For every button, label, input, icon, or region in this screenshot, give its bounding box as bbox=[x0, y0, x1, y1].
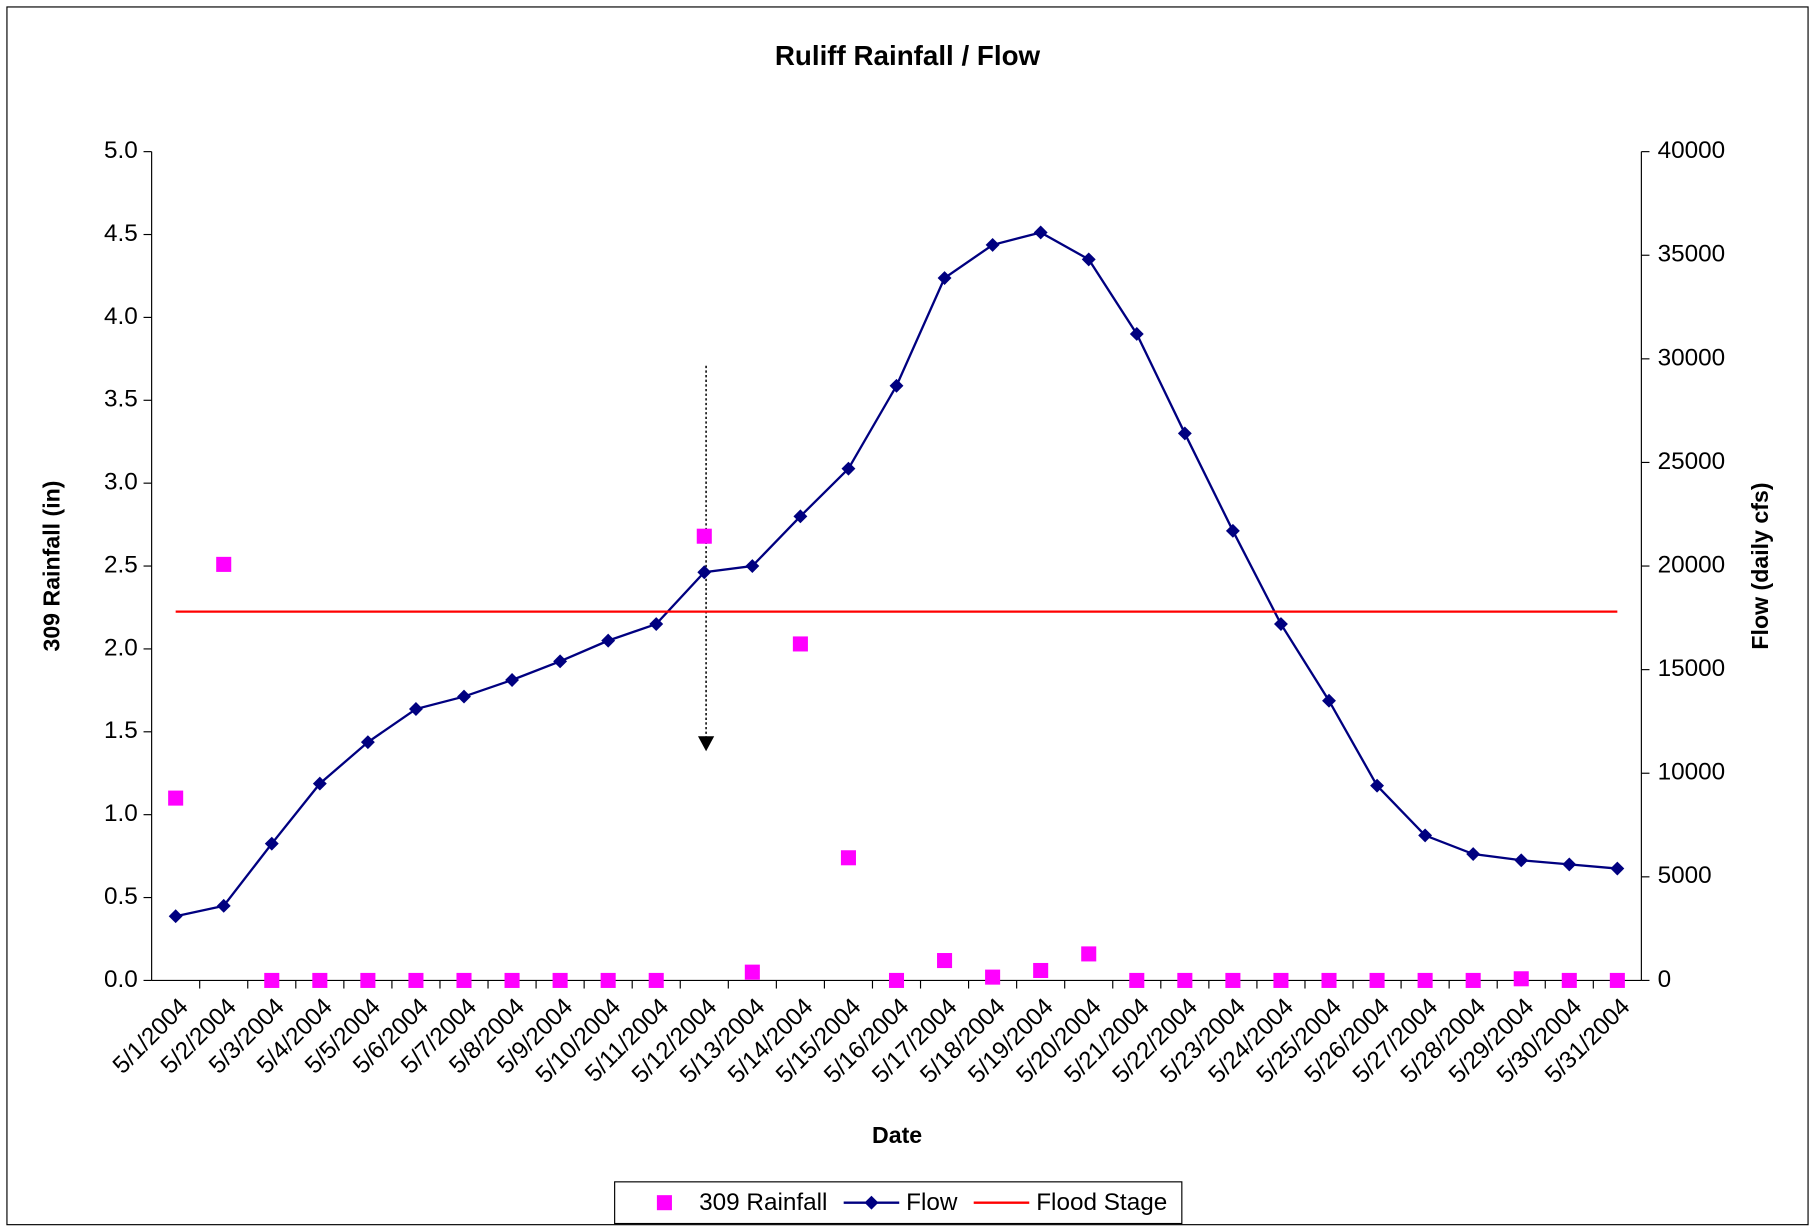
y-tick-label: 5.0 bbox=[104, 137, 138, 164]
data-point bbox=[1274, 617, 1288, 632]
y-tick-label: 3.5 bbox=[104, 386, 138, 413]
data-point bbox=[1369, 972, 1385, 988]
y2-axis-title: Flow (daily cfs) bbox=[1747, 482, 1773, 649]
y2-tick-label: 30000 bbox=[1658, 344, 1726, 371]
data-point bbox=[408, 972, 424, 988]
y-tick-label: 3.0 bbox=[104, 469, 138, 496]
data-point bbox=[312, 776, 327, 791]
data-point bbox=[648, 972, 664, 988]
y-tick-label: 1.5 bbox=[104, 717, 138, 744]
y-tick-label: 1.0 bbox=[104, 800, 138, 827]
data-point bbox=[792, 636, 808, 652]
data-point bbox=[264, 836, 279, 851]
data-point bbox=[1321, 972, 1337, 988]
y-tick-label: 4.5 bbox=[104, 220, 138, 247]
data-point bbox=[601, 633, 616, 648]
data-point bbox=[1609, 972, 1625, 988]
legend-label: Flow bbox=[906, 1189, 958, 1216]
y-tick-label: 0.5 bbox=[104, 883, 138, 910]
data-point bbox=[1177, 972, 1193, 988]
chart-title: Ruliff Rainfall / Flow bbox=[775, 40, 1041, 71]
data-point bbox=[888, 972, 905, 988]
data-point bbox=[1225, 523, 1240, 538]
data-point bbox=[840, 850, 856, 866]
data-point bbox=[1177, 426, 1192, 441]
data-point bbox=[408, 702, 423, 716]
data-point bbox=[552, 972, 568, 988]
data-point bbox=[505, 673, 520, 687]
data-point bbox=[264, 972, 280, 988]
data-point bbox=[168, 909, 183, 924]
data-point bbox=[889, 378, 904, 393]
data-point bbox=[1561, 972, 1577, 988]
data-point bbox=[600, 972, 616, 988]
data-point bbox=[1081, 946, 1097, 962]
data-point bbox=[649, 617, 664, 632]
legend-label: Flood Stage bbox=[1036, 1189, 1167, 1216]
legend-marker bbox=[656, 1195, 672, 1211]
data-point bbox=[504, 972, 520, 988]
legend-marker bbox=[864, 1195, 879, 1210]
y2-tick-label: 35000 bbox=[1658, 241, 1726, 268]
data-point bbox=[168, 790, 184, 806]
data-point bbox=[841, 461, 856, 476]
y2-tick-label: 40000 bbox=[1658, 137, 1726, 164]
data-point bbox=[553, 654, 568, 669]
y2-tick-label: 20000 bbox=[1658, 551, 1726, 578]
y2-tick-label: 10000 bbox=[1658, 759, 1726, 786]
data-point bbox=[1418, 828, 1433, 843]
annotation-arrow bbox=[697, 365, 715, 752]
y-tick-label: 2.5 bbox=[104, 551, 138, 578]
y-tick-label: 4.0 bbox=[104, 303, 138, 330]
data-point bbox=[456, 972, 472, 988]
data-point bbox=[1081, 252, 1096, 267]
data-point bbox=[793, 509, 808, 524]
data-point bbox=[312, 972, 328, 988]
y-tick-label: 0.0 bbox=[104, 966, 138, 993]
data-point bbox=[1033, 225, 1048, 240]
data-point bbox=[1465, 972, 1481, 988]
y2-tick-label: 15000 bbox=[1658, 655, 1726, 682]
data-point bbox=[360, 972, 376, 988]
data-point bbox=[1129, 327, 1144, 341]
data-point bbox=[1514, 853, 1529, 868]
data-point bbox=[1322, 693, 1336, 708]
data-point bbox=[1129, 972, 1145, 988]
x-axis-title: Date bbox=[872, 1122, 922, 1148]
y2-tick-label: 0 bbox=[1658, 966, 1672, 993]
y-tick-label: 2.0 bbox=[104, 634, 138, 661]
legend-label: 309 Rainfall bbox=[699, 1189, 827, 1216]
data-point bbox=[1513, 971, 1529, 987]
data-point bbox=[1225, 972, 1241, 988]
data-point bbox=[697, 565, 712, 580]
data-point bbox=[745, 559, 760, 573]
data-point bbox=[1562, 857, 1577, 872]
data-point bbox=[216, 898, 231, 913]
chart-border bbox=[6, 6, 1809, 1226]
data-point bbox=[360, 735, 375, 750]
data-point bbox=[696, 528, 712, 544]
data-point bbox=[1417, 972, 1433, 988]
data-point bbox=[985, 237, 1000, 252]
data-point bbox=[744, 964, 760, 980]
y-axis-title: 309 Rainfall (in) bbox=[38, 481, 64, 652]
data-point bbox=[1033, 962, 1049, 979]
data-point bbox=[216, 556, 232, 572]
data-point bbox=[1273, 972, 1289, 988]
data-point bbox=[985, 969, 1001, 985]
y2-tick-label: 5000 bbox=[1658, 862, 1712, 889]
data-point bbox=[1610, 861, 1625, 876]
data-point bbox=[937, 953, 953, 969]
y2-tick-label: 25000 bbox=[1658, 448, 1726, 475]
